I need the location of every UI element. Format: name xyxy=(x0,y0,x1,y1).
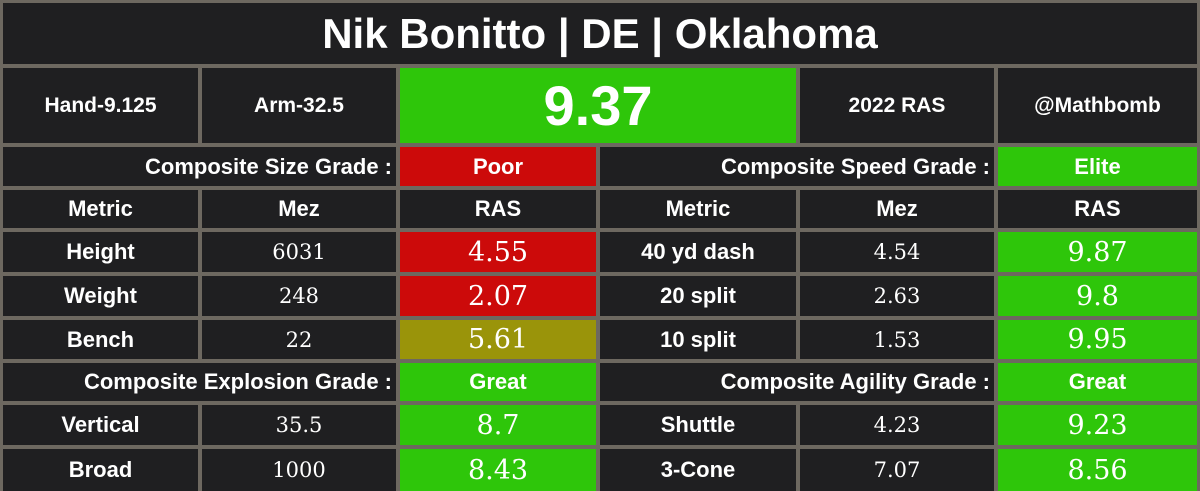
ras-broad: 8.43 xyxy=(400,449,596,491)
ras-height: 4.55 xyxy=(400,232,596,272)
explosion-grade-badge: Great xyxy=(400,363,596,401)
ras-weight: 2.07 xyxy=(400,276,596,316)
metric-bench: Bench xyxy=(3,320,198,359)
explosion-grade-label: Composite Explosion Grade : xyxy=(3,363,396,401)
metric-weight: Weight xyxy=(3,276,198,316)
speed-col-metric: Metric xyxy=(600,190,796,228)
ras-10-split: 9.95 xyxy=(998,320,1197,359)
size-col-ras: RAS xyxy=(400,190,596,228)
ras-shuttle: 9.23 xyxy=(998,405,1197,445)
ras-bench: 5.61 xyxy=(400,320,596,359)
mez-broad: 1000 xyxy=(202,449,396,491)
mez-10-split: 1.53 xyxy=(800,320,994,359)
metric-vertical: Vertical xyxy=(3,405,198,445)
size-col-mez: Mez xyxy=(202,190,396,228)
mez-shuttle: 4.23 xyxy=(800,405,994,445)
metric-broad: Broad xyxy=(3,449,198,491)
ras-40-yd-dash: 9.87 xyxy=(998,232,1197,272)
ras-3-cone: 8.56 xyxy=(998,449,1197,491)
size-col-metric: Metric xyxy=(3,190,198,228)
mez-3-cone: 7.07 xyxy=(800,449,994,491)
speed-col-mez: Mez xyxy=(800,190,994,228)
ras-score: 9.37 xyxy=(400,68,796,143)
speed-col-ras: RAS xyxy=(998,190,1197,228)
size-grade-label: Composite Size Grade : xyxy=(3,147,396,186)
ras-year-label: 2022 RAS xyxy=(800,68,994,143)
size-grade-badge: Poor xyxy=(400,147,596,186)
metric-3-cone: 3-Cone xyxy=(600,449,796,491)
mez-weight: 248 xyxy=(202,276,396,316)
metric-height: Height xyxy=(3,232,198,272)
mez-vertical: 35.5 xyxy=(202,405,396,445)
speed-grade-label: Composite Speed Grade : xyxy=(600,147,994,186)
mez-40-yd-dash: 4.54 xyxy=(800,232,994,272)
ras-20-split: 9.8 xyxy=(998,276,1197,316)
arm-length: Arm-32.5 xyxy=(202,68,396,143)
metric-shuttle: Shuttle xyxy=(600,405,796,445)
metric-10-split: 10 split xyxy=(600,320,796,359)
metric-20-split: 20 split xyxy=(600,276,796,316)
author-handle: @Mathbomb xyxy=(998,68,1197,143)
metric-40-yd-dash: 40 yd dash xyxy=(600,232,796,272)
hand-size: Hand-9.125 xyxy=(3,68,198,143)
mez-height: 6031 xyxy=(202,232,396,272)
agility-grade-badge: Great xyxy=(998,363,1197,401)
ras-vertical: 8.7 xyxy=(400,405,596,445)
page-title: Nik Bonitto | DE | Oklahoma xyxy=(3,3,1197,64)
speed-grade-badge: Elite xyxy=(998,147,1197,186)
mez-bench: 22 xyxy=(202,320,396,359)
agility-grade-label: Composite Agility Grade : xyxy=(600,363,994,401)
mez-20-split: 2.63 xyxy=(800,276,994,316)
